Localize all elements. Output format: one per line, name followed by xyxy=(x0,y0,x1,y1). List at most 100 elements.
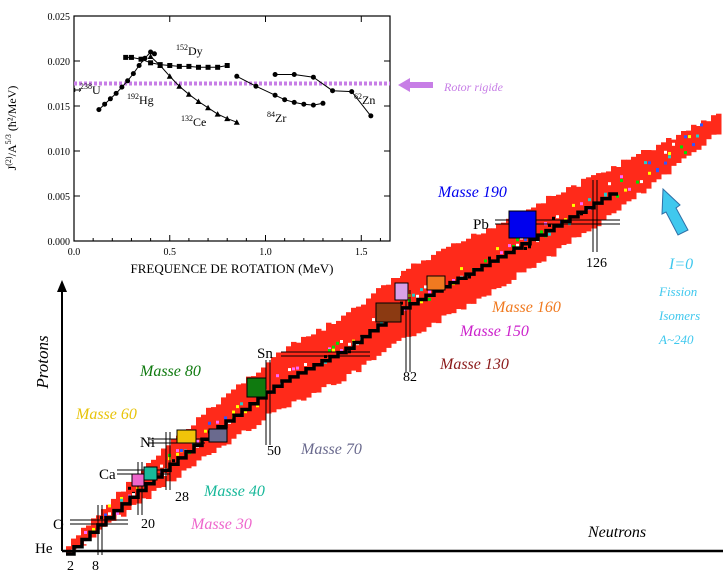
nuclide-cell xyxy=(536,213,542,224)
nuclide-cell xyxy=(316,368,322,380)
inset-data-point xyxy=(142,55,148,61)
nuclide-speckle xyxy=(288,368,291,372)
nuclide-speckle xyxy=(656,168,659,171)
nuclide-cell xyxy=(636,164,642,175)
nuclide-cell xyxy=(551,206,557,217)
nuclide-cell xyxy=(371,323,377,334)
nuclide-speckle xyxy=(548,223,551,227)
region-label-masse-150: Masse 150 xyxy=(459,323,529,340)
nuclide-cell xyxy=(161,478,167,488)
nuclide-cell xyxy=(461,261,467,272)
region-label-masse-80: Masse 80 xyxy=(139,363,201,380)
inset-data-point xyxy=(205,64,211,70)
nuclide-cell xyxy=(241,393,247,404)
nuclide-cell xyxy=(281,391,287,403)
nuclide-cell xyxy=(456,263,462,274)
nuclide-cell xyxy=(466,248,472,260)
nuclide-cell xyxy=(271,407,277,413)
nuclide-cell xyxy=(401,330,407,338)
nuclide-speckle xyxy=(276,374,279,378)
nuclide-cell xyxy=(236,394,242,405)
nuclide-cell xyxy=(506,268,512,280)
marker-masse-40 xyxy=(143,466,158,481)
nuclide-cell xyxy=(486,238,492,249)
nuclide-speckle xyxy=(548,232,551,236)
inset-y-tick-label: 0.010 xyxy=(48,147,71,158)
nuclide-cell xyxy=(546,215,552,227)
nuclide-cell xyxy=(291,361,297,373)
nuclide-cell xyxy=(441,298,447,310)
nuclide-cell xyxy=(476,244,482,255)
nuclide-cell xyxy=(281,361,287,373)
nuclide-cell xyxy=(611,206,617,214)
nuclide-cell xyxy=(516,263,522,273)
inset-data-point xyxy=(214,111,221,117)
nuclide-cell xyxy=(186,449,192,460)
nuclide-speckle xyxy=(224,416,227,420)
nuclide-cell xyxy=(466,258,472,270)
nucleus-label-238u: 238U xyxy=(80,82,101,97)
nuclide-cell xyxy=(331,324,337,335)
nuclide-cell xyxy=(406,308,412,320)
nuclide-cell xyxy=(641,190,647,194)
nuclide-cell xyxy=(251,416,257,427)
nuclide-cell xyxy=(561,242,567,246)
nuclide-speckle xyxy=(196,439,199,443)
nuclide-cell xyxy=(106,504,112,516)
nuclide-cell xyxy=(706,121,712,132)
inset-data-point xyxy=(282,97,288,103)
nuclide-cell xyxy=(291,341,297,353)
nuclide-speckle xyxy=(104,513,107,517)
nuclide-cell xyxy=(321,340,327,352)
nuclide-cell xyxy=(691,144,697,153)
nuclide-cell xyxy=(301,386,307,398)
nuclide-cell xyxy=(421,310,427,321)
nuclide-cell xyxy=(391,337,397,344)
nuclide-cell xyxy=(436,261,442,272)
nuclide-cell xyxy=(316,348,322,360)
nuclide-speckle xyxy=(684,135,687,139)
inset-data-point xyxy=(224,63,230,68)
nuclide-cell xyxy=(561,232,567,243)
nuclide-cell xyxy=(546,195,552,207)
nuclide-cell xyxy=(696,146,702,150)
nuclide-speckle xyxy=(580,202,583,206)
nuclide-speckle xyxy=(332,348,335,352)
region-label-masse-30: Masse 30 xyxy=(190,516,252,533)
nuclide-cell xyxy=(506,278,512,284)
nuclide-cell xyxy=(486,268,492,279)
nuclide-speckle xyxy=(628,187,631,191)
nuclide-speckle xyxy=(416,294,419,298)
nuclide-cell xyxy=(376,288,382,299)
nuclide-speckle xyxy=(108,512,111,516)
nuclide-cell xyxy=(311,374,317,385)
nuclide-cell xyxy=(561,192,567,203)
nuclide-cell xyxy=(341,325,347,337)
nuclide-speckle xyxy=(528,245,531,249)
nuclide-speckle xyxy=(208,421,211,425)
nuclide-cell xyxy=(461,241,467,252)
nuclide-cell xyxy=(421,320,427,331)
nuclide-cell xyxy=(386,324,392,336)
nuclide-cell xyxy=(411,333,417,337)
nuclide-cell xyxy=(421,330,427,332)
nuclide-speckle xyxy=(636,180,639,184)
nuclide-speckle xyxy=(608,182,611,186)
nuclide-cell xyxy=(516,253,522,264)
inset-data-point xyxy=(128,54,134,60)
nuclide-cell xyxy=(321,370,327,382)
nuclide-cell xyxy=(156,475,162,487)
nuclide-cell xyxy=(596,203,602,214)
inset-data-point xyxy=(233,119,240,125)
nuclide-cell xyxy=(441,258,447,270)
nuclide-cell xyxy=(416,303,422,315)
nuclide-cell xyxy=(566,197,572,208)
nuclide-cell xyxy=(171,469,177,480)
nuclide-cell xyxy=(306,396,312,398)
nuclide-cell xyxy=(431,304,437,316)
nuclide-cell xyxy=(571,225,577,236)
nuclide-speckle xyxy=(412,293,415,297)
nuclide-cell xyxy=(221,407,227,418)
fission-arrow-icon xyxy=(661,187,689,236)
nuclide-cell xyxy=(501,282,507,287)
